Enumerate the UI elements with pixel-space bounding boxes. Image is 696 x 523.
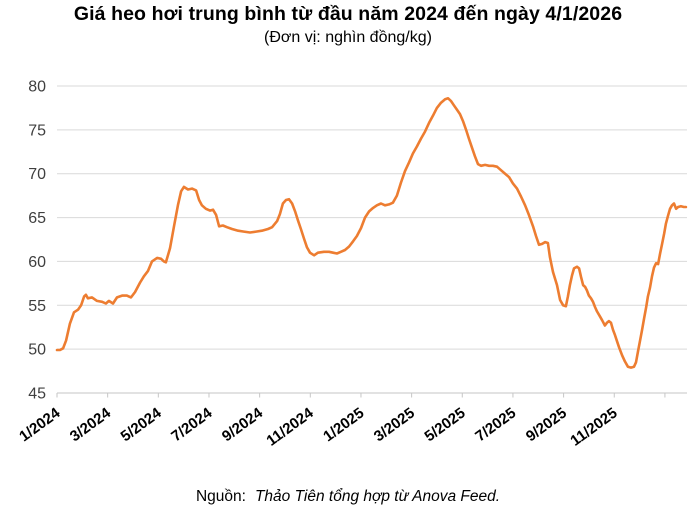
x-axis-label: 9/2025 [523,404,570,445]
x-axis-label: 5/2025 [422,404,469,445]
source-line: Nguồn: Thảo Tiên tổng hợp từ Anova Feed. [0,488,696,506]
x-axis-label: 1/2025 [320,404,367,445]
x-axis-label: 5/2024 [118,404,166,445]
x-axis-label: 11/2024 [263,404,317,450]
x-axis-label: 3/2025 [371,404,418,445]
y-axis-label: 60 [28,254,46,271]
chart-title: Giá heo hơi trung bình từ đầu năm 2024 đ… [73,3,623,25]
y-axis-label: 55 [28,298,46,315]
price-line [55,97,688,369]
x-axis-label: 1/2024 [16,404,64,445]
y-axis-label: 80 [28,79,46,96]
y-axis-label: 75 [28,122,46,139]
y-axis-label: 65 [28,210,46,227]
source-text: Thảo Tiên tổng hợp từ Anova Feed. [254,488,501,505]
y-axis-label: 50 [28,342,46,359]
x-axis-label: 11/2025 [567,404,620,449]
y-axis-label: 70 [28,166,46,183]
x-axis-label: 7/2024 [168,404,216,445]
x-axis-label: 9/2024 [219,404,267,445]
source-label: Nguồn: [195,488,246,505]
x-axis-label: 3/2024 [67,404,115,445]
x-axis-label: 7/2025 [472,404,519,445]
y-axis-label: 45 [28,386,46,403]
chart-subtitle: (Đơn vị: nghìn đồng/kg) [264,29,432,46]
